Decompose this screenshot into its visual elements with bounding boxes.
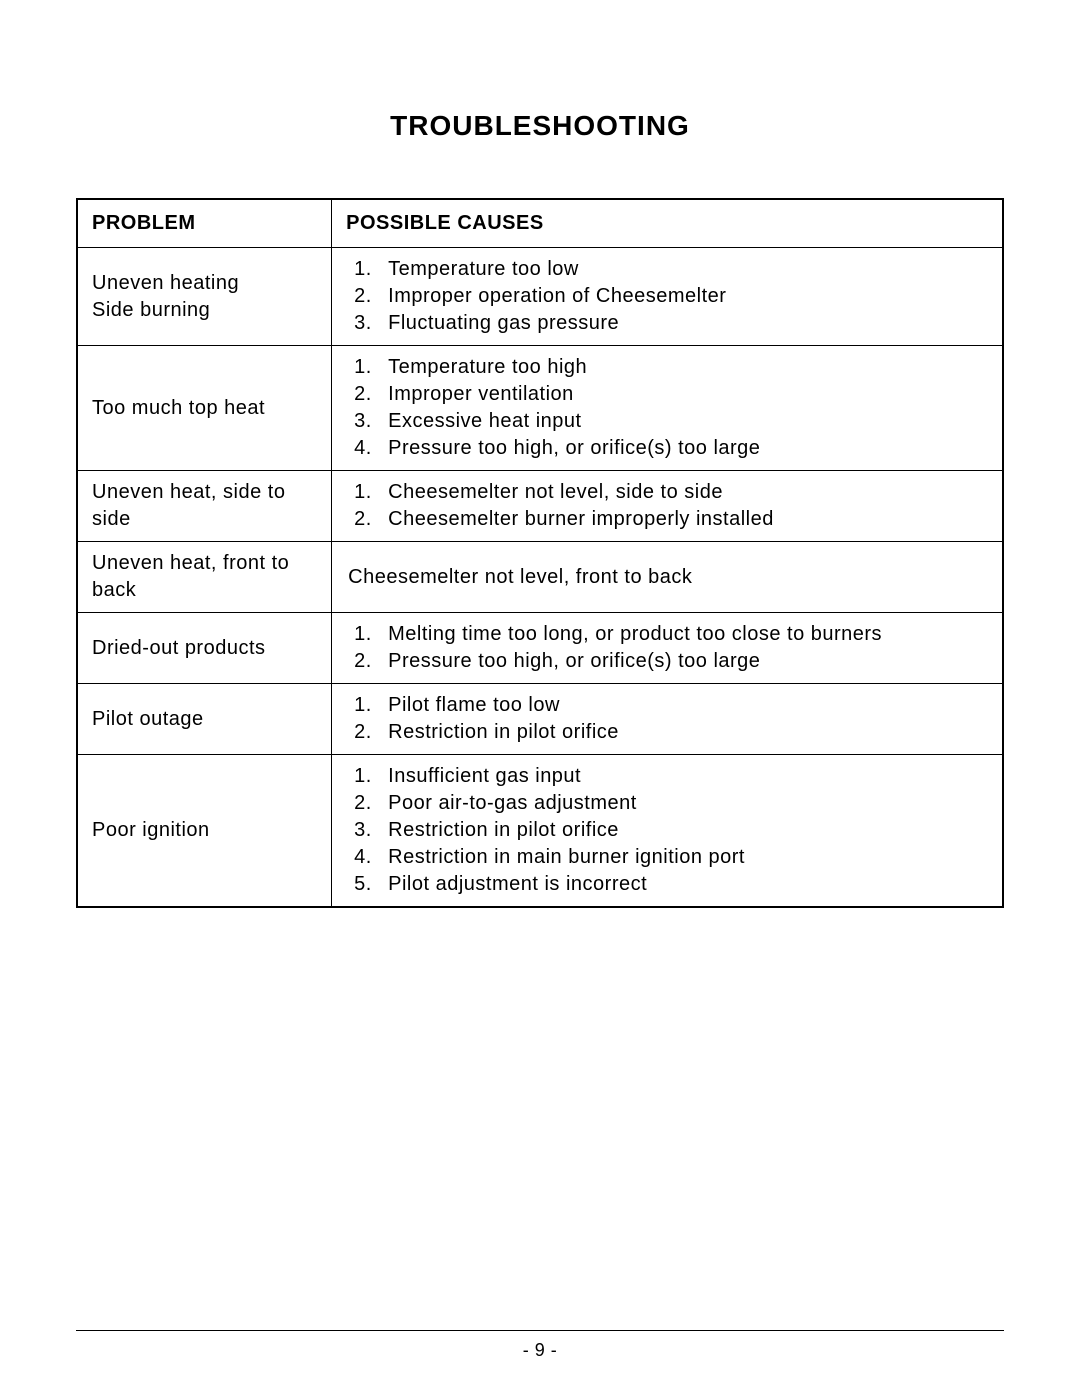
cause-item: 2.Improper ventilation	[354, 381, 988, 408]
table-row: Too much top heat1.Temperature too high2…	[77, 346, 1003, 471]
problem-cell: Pilot outage	[77, 684, 332, 755]
cause-number: 3.	[354, 817, 388, 844]
cause-text: Improper operation of Cheesemelter	[388, 283, 726, 310]
cause-item: 2.Restriction in pilot orifice	[354, 719, 988, 746]
cause-text: Restriction in pilot orifice	[388, 719, 619, 746]
cause-text: Fluctuating gas pressure	[388, 310, 619, 337]
problem-cell: Too much top heat	[77, 346, 332, 471]
causes-list: 1.Melting time too long, or product too …	[344, 621, 988, 675]
cause-item: 1.Cheesemelter not level, side to side	[354, 479, 988, 506]
cause-number: 3.	[354, 310, 388, 337]
problem-cell: Dried-out products	[77, 613, 332, 684]
cause-text: Excessive heat input	[388, 408, 581, 435]
cause-number: 4.	[354, 435, 388, 462]
table-body: Uneven heatingSide burning1.Temperature …	[77, 248, 1003, 908]
table-row: Pilot outage1.Pilot flame too low2.Restr…	[77, 684, 1003, 755]
causes-list: 1.Temperature too high2.Improper ventila…	[344, 354, 988, 462]
cause-text: Poor air-to-gas adjustment	[388, 790, 637, 817]
cause-text: Pilot adjustment is incorrect	[388, 871, 647, 898]
cause-text: Pressure too high, or orifice(s) too lar…	[388, 435, 760, 462]
causes-list: 1.Insufficient gas input2.Poor air-to-ga…	[344, 763, 988, 898]
cause-text: Cheesemelter not level, front to back	[344, 564, 988, 591]
cause-number: 1.	[354, 621, 388, 648]
col-header-causes: POSSIBLE CAUSES	[332, 199, 1003, 248]
table-row: Poor ignition1.Insufficient gas input2.P…	[77, 755, 1003, 908]
cause-text: Cheesemelter not level, side to side	[388, 479, 723, 506]
cause-number: 1.	[354, 763, 388, 790]
causes-cell: 1.Cheesemelter not level, side to side2.…	[332, 471, 1003, 542]
cause-number: 2.	[354, 506, 388, 533]
cause-item: 2.Pressure too high, or orifice(s) too l…	[354, 648, 988, 675]
problem-cell: Uneven heat, front to back	[77, 542, 332, 613]
cause-text: Pressure too high, or orifice(s) too lar…	[388, 648, 760, 675]
footer-rule	[76, 1330, 1004, 1331]
causes-cell: 1.Pilot flame too low2.Restriction in pi…	[332, 684, 1003, 755]
causes-cell: 1.Melting time too long, or product too …	[332, 613, 1003, 684]
cause-item: 1.Melting time too long, or product too …	[354, 621, 988, 648]
cause-number: 1.	[354, 256, 388, 283]
cause-number: 2.	[354, 381, 388, 408]
cause-number: 2.	[354, 719, 388, 746]
cause-text: Cheesemelter burner improperly installed	[388, 506, 774, 533]
cause-number: 2.	[354, 648, 388, 675]
cause-item: 1.Pilot flame too low	[354, 692, 988, 719]
page-number: - 9 -	[0, 1340, 1080, 1361]
table-row: Uneven heatingSide burning1.Temperature …	[77, 248, 1003, 346]
cause-item: 3.Fluctuating gas pressure	[354, 310, 988, 337]
table-header-row: PROBLEM POSSIBLE CAUSES	[77, 199, 1003, 248]
cause-text: Melting time too long, or product too cl…	[388, 621, 882, 648]
problem-cell: Poor ignition	[77, 755, 332, 908]
cause-item: 2.Poor air-to-gas adjustment	[354, 790, 988, 817]
cause-number: 4.	[354, 844, 388, 871]
causes-list: 1.Temperature too low2.Improper operatio…	[344, 256, 988, 337]
page-title: TROUBLESHOOTING	[76, 110, 1004, 142]
cause-text: Restriction in pilot orifice	[388, 817, 619, 844]
cause-text: Insufficient gas input	[388, 763, 581, 790]
cause-number: 1.	[354, 692, 388, 719]
cause-text: Improper ventilation	[388, 381, 574, 408]
causes-cell: 1.Temperature too high2.Improper ventila…	[332, 346, 1003, 471]
causes-cell: 1.Insufficient gas input2.Poor air-to-ga…	[332, 755, 1003, 908]
causes-cell: 1.Temperature too low2.Improper operatio…	[332, 248, 1003, 346]
cause-item: 4.Restriction in main burner ignition po…	[354, 844, 988, 871]
table-row: Uneven heat, front to back Cheesemelter n…	[77, 542, 1003, 613]
cause-item: 3.Restriction in pilot orifice	[354, 817, 988, 844]
cause-text: Temperature too low	[388, 256, 579, 283]
causes-cell: Cheesemelter not level, front to back	[332, 542, 1003, 613]
cause-item: 2.Cheesemelter burner improperly install…	[354, 506, 988, 533]
col-header-problem: PROBLEM	[77, 199, 332, 248]
cause-number: 2.	[354, 790, 388, 817]
cause-number: 3.	[354, 408, 388, 435]
cause-item: 4.Pressure too high, or orifice(s) too l…	[354, 435, 988, 462]
cause-item: 2.Improper operation of Cheesemelter	[354, 283, 988, 310]
problem-cell: Uneven heatingSide burning	[77, 248, 332, 346]
cause-item: 1.Insufficient gas input	[354, 763, 988, 790]
cause-text: Restriction in main burner ignition port	[388, 844, 745, 871]
cause-number: 1.	[354, 479, 388, 506]
cause-number: 2.	[354, 283, 388, 310]
cause-item: 1.Temperature too low	[354, 256, 988, 283]
troubleshooting-table: PROBLEM POSSIBLE CAUSES Uneven heatingSi…	[76, 198, 1004, 908]
cause-item: 5.Pilot adjustment is incorrect	[354, 871, 988, 898]
cause-number: 5.	[354, 871, 388, 898]
cause-text: Pilot flame too low	[388, 692, 560, 719]
problem-cell: Uneven heat, side to side	[77, 471, 332, 542]
table-row: Uneven heat, side to side1.Cheesemelter …	[77, 471, 1003, 542]
cause-item: 3.Excessive heat input	[354, 408, 988, 435]
cause-number: 1.	[354, 354, 388, 381]
cause-text: Temperature too high	[388, 354, 587, 381]
causes-list: 1.Pilot flame too low2.Restriction in pi…	[344, 692, 988, 746]
cause-item: 1.Temperature too high	[354, 354, 988, 381]
table-row: Dried-out products 1.Melting time too lon…	[77, 613, 1003, 684]
causes-list: 1.Cheesemelter not level, side to side2.…	[344, 479, 988, 533]
